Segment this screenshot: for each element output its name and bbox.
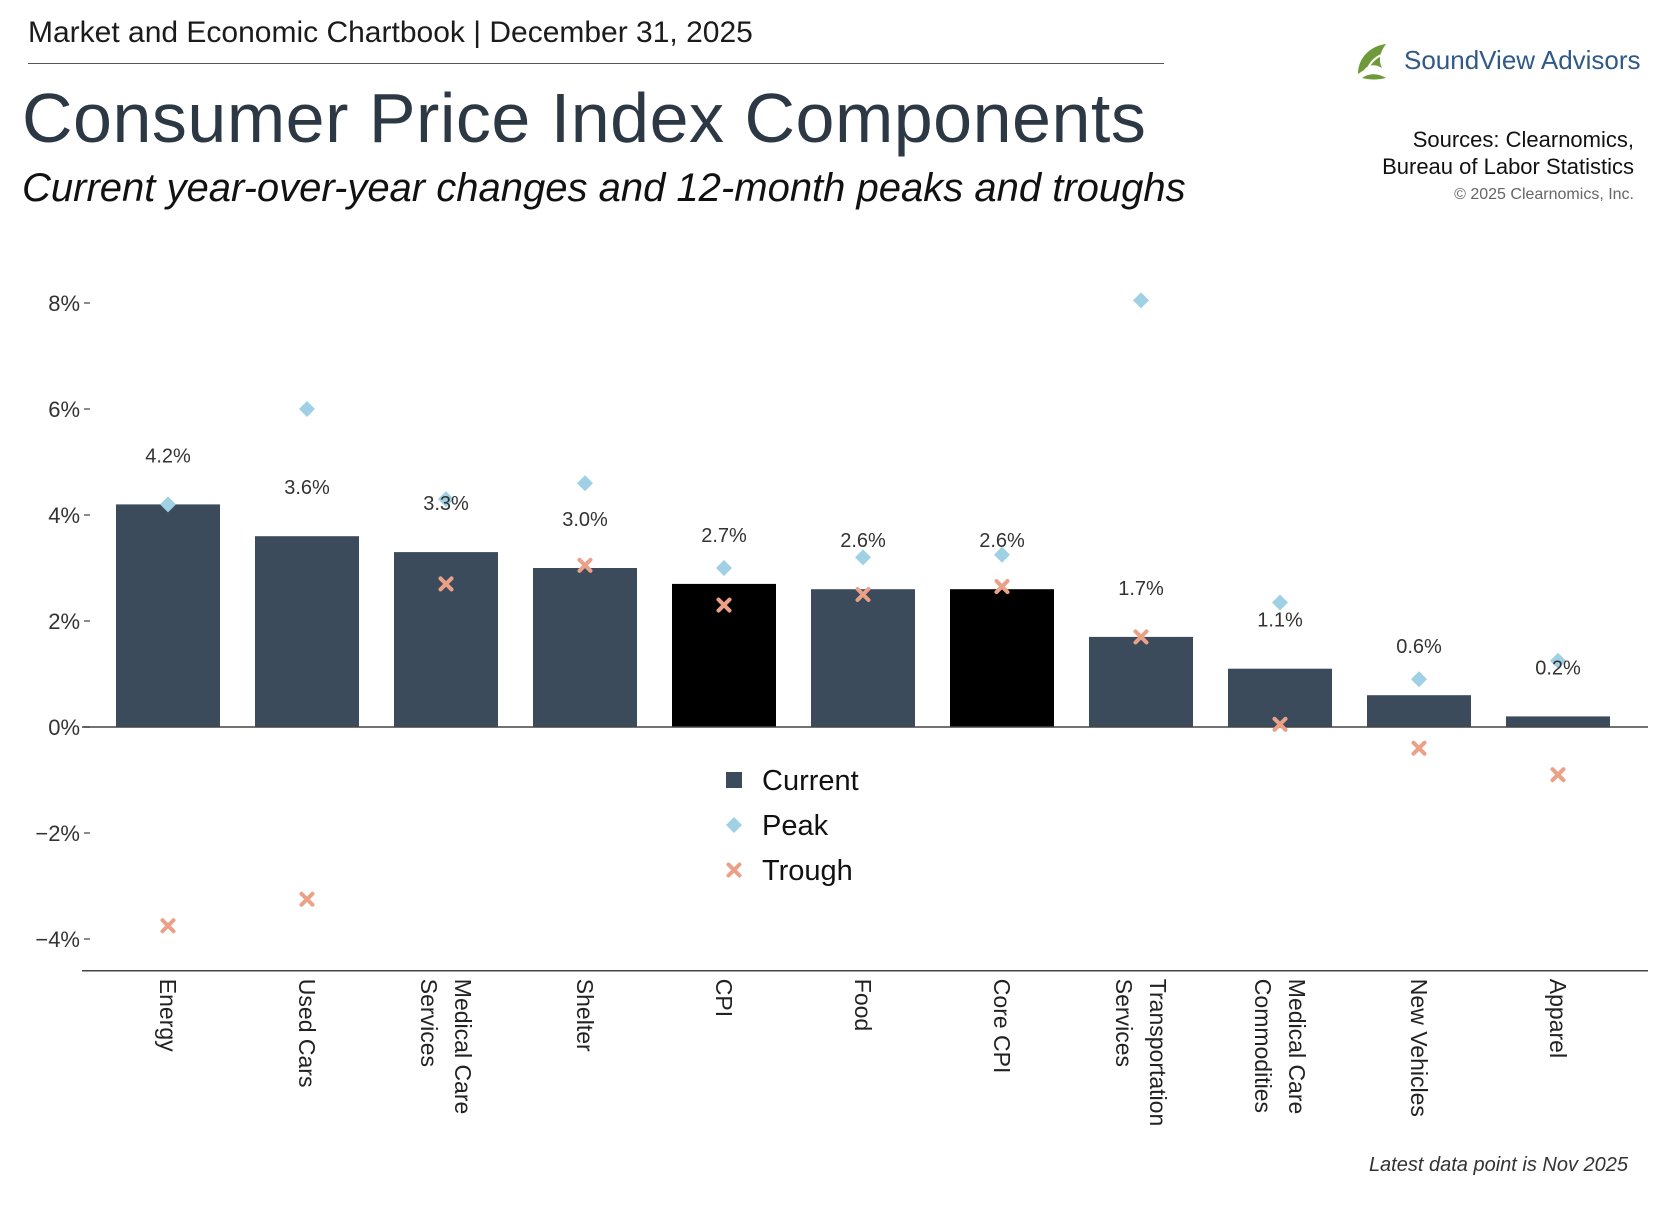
x-category-label: Food: [850, 979, 876, 1031]
data-label: 2.7%: [701, 525, 747, 547]
data-label: 2.6%: [979, 530, 1025, 552]
x-category-label: Transportation Services: [1111, 979, 1171, 1126]
bar: [1228, 668, 1332, 727]
legend-label: Current: [762, 765, 859, 797]
y-tick-label: 2%: [48, 609, 80, 634]
sources: Sources: Clearnomics, Bureau of Labor St…: [1382, 126, 1634, 180]
page-subtitle: Current year-over-year changes and 12-mo…: [22, 166, 1186, 210]
markers: [160, 292, 1566, 934]
data-label: 3.3%: [423, 493, 469, 515]
trough-marker: [716, 597, 732, 613]
x-tick-label: Used Cars: [294, 979, 320, 1088]
bar: [533, 568, 637, 727]
brand-logo: SoundView Advisors: [1352, 36, 1641, 84]
legend-label: Peak: [762, 810, 829, 842]
copyright: © 2025 Clearnomics, Inc.: [1454, 186, 1634, 203]
data-label: 0.2%: [1535, 657, 1581, 679]
sources-line-2: Bureau of Labor Statistics: [1382, 154, 1634, 179]
legend-label: Trough: [762, 855, 853, 887]
x-category-label: Energy: [155, 979, 181, 1052]
legend-current-swatch: [726, 772, 742, 788]
x-tick-label: Medical Care: [1284, 979, 1310, 1115]
x-tick-label: Services: [416, 979, 442, 1067]
peak-marker: [716, 560, 732, 576]
x-tick-label: Apparel: [1545, 979, 1571, 1058]
trough-marker: [577, 557, 593, 573]
y-tick-label: 6%: [48, 397, 80, 422]
x-tick-label: Food: [850, 979, 876, 1031]
peak-marker: [1133, 292, 1149, 309]
trough-marker: [438, 576, 454, 592]
data-label: 3.6%: [284, 477, 330, 499]
trough-marker: [1133, 629, 1149, 645]
sources-line-1: Sources: Clearnomics,: [1412, 127, 1634, 152]
bar: [811, 589, 915, 727]
trough-marker: [855, 587, 871, 602]
bar: [394, 552, 498, 727]
trough-marker: [1272, 716, 1288, 732]
bar: [1089, 636, 1193, 727]
footnote: Latest data point is Nov 2025: [1368, 1154, 1628, 1176]
brand-name: SoundView Advisors: [1404, 44, 1641, 75]
peak-marker: [299, 401, 315, 417]
page-title: Consumer Price Index Components: [22, 79, 1147, 157]
bar: [255, 536, 359, 727]
y-tick-label: 0%: [48, 715, 80, 740]
x-category-label: Shelter: [572, 979, 598, 1052]
x-category-label: Medical Care Services: [416, 979, 476, 1115]
x-tick-label: CPI: [711, 979, 737, 1017]
data-label: 1.7%: [1118, 578, 1164, 600]
x-category-label: Core CPI: [989, 979, 1015, 1074]
data-label: 0.6%: [1396, 636, 1442, 658]
peak-marker: [1411, 671, 1427, 688]
peak-marker: [577, 475, 593, 492]
legend-peak-swatch: [726, 817, 742, 833]
peak-marker: [438, 491, 454, 508]
peak-marker: [160, 496, 176, 513]
x-category-label: Apparel: [1545, 979, 1571, 1058]
y-tick-label: 8%: [48, 291, 80, 316]
x-tick-label: Energy: [155, 979, 181, 1052]
x-tick-label: Medical Care: [450, 979, 476, 1115]
bar: [116, 504, 220, 727]
chartbook-kicker: Market and Economic Chartbook | December…: [28, 16, 753, 49]
data-label: 1.1%: [1257, 610, 1303, 632]
x-category-label: Medical Care Commodities: [1250, 979, 1310, 1115]
x-category-label: CPI: [711, 979, 737, 1017]
x-tick-label: Shelter: [572, 979, 598, 1052]
y-tick-label: −4%: [35, 927, 80, 952]
peak-marker: [855, 549, 871, 566]
y-tick-label: 4%: [48, 503, 80, 528]
header-divider: [28, 63, 1164, 64]
bar: [1506, 716, 1610, 727]
x-category-label: New Vehicles: [1406, 979, 1432, 1117]
trough-marker: [299, 891, 315, 907]
y-tick-label: −2%: [35, 821, 80, 846]
peak-marker: [1272, 594, 1288, 611]
x-category-label: Used Cars: [294, 979, 320, 1088]
x-tick-label: New Vehicles: [1406, 979, 1432, 1117]
trough-marker: [994, 579, 1010, 595]
legend: Current Peak Trough: [726, 765, 859, 887]
peak-marker: [994, 546, 1010, 563]
data-label: 2.6%: [840, 530, 886, 552]
trough-marker: [160, 918, 176, 934]
y-axis: 8% 6% 4% 2% 0% −2% −4%: [35, 291, 90, 952]
peak-marker: [1550, 652, 1566, 669]
data-label: 4.2%: [145, 445, 191, 467]
legend-trough-swatch: [726, 862, 742, 878]
leaf-swirl-icon: [1358, 44, 1386, 80]
data-labels: 4.2% 3.6% 3.3% 3.0% 2.7% 2.6% 2.6% 1.7% 1.1% 0.6%…: [145, 445, 1581, 679]
trough-marker: [1550, 767, 1566, 783]
x-tick-label: Core CPI: [989, 979, 1015, 1074]
x-tick-label: Commodities: [1250, 979, 1276, 1113]
data-label: 3.0%: [562, 509, 608, 531]
x-axis: Energy Used Cars Medical Care Services Shelt…: [82, 970, 1648, 1126]
bar: [1367, 695, 1471, 727]
trough-marker: [1411, 740, 1427, 756]
x-tick-label: Services: [1111, 979, 1137, 1067]
x-tick-label: Transportation: [1145, 979, 1171, 1126]
bar: [950, 589, 1054, 727]
